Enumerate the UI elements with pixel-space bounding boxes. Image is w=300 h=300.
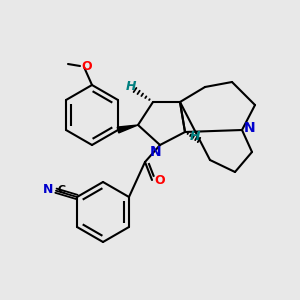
- Text: H: H: [190, 130, 200, 143]
- Polygon shape: [117, 125, 138, 133]
- Text: N: N: [244, 121, 256, 135]
- Text: C: C: [58, 185, 66, 195]
- Text: N: N: [43, 183, 53, 196]
- Text: N: N: [150, 145, 162, 159]
- Text: O: O: [155, 175, 165, 188]
- Text: O: O: [82, 59, 92, 73]
- Text: H: H: [126, 80, 136, 92]
